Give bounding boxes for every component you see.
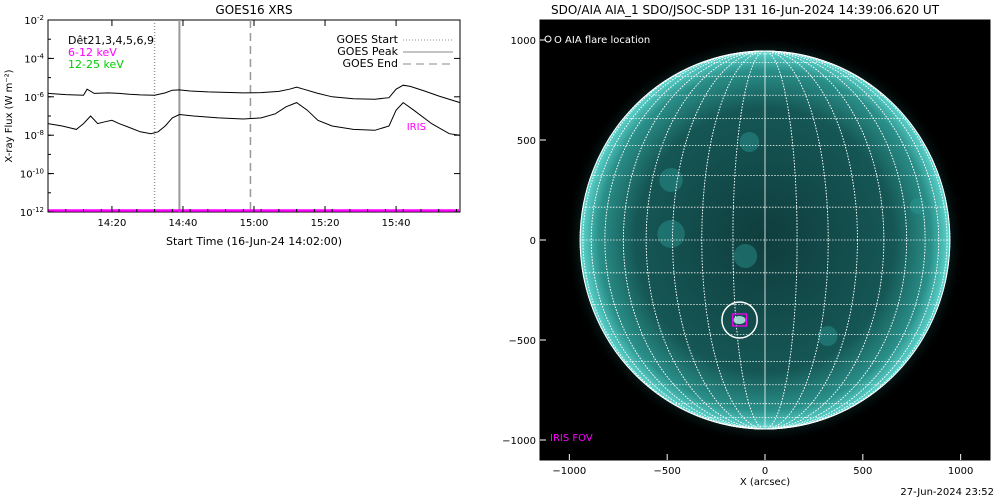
- y-tick-label-5: 10-12: [20, 206, 44, 219]
- y-tick-label-4: 10-10: [20, 168, 44, 181]
- goes-xrs-chart: 14:20 14:40 15:00 15:20 15:40 10-2 10-4 10-6 10-…: [0, 0, 470, 260]
- active-region: [657, 220, 684, 248]
- image-x-axis-label: X (arcsec): [740, 477, 790, 488]
- iris-annotation: IRIS: [407, 122, 426, 133]
- y-tick-label-0: 10-2: [24, 14, 44, 27]
- aia-x-tick-label-3: 500: [853, 466, 872, 477]
- aia-y-tick-label-2: 0: [530, 236, 536, 247]
- legend-goes-end: GOES End: [342, 57, 398, 70]
- y-tick-label-2: 10-6: [24, 91, 44, 104]
- aia-x-tick-label-4: 1000: [948, 466, 973, 477]
- flare-location-legend: O AIA flare location: [554, 35, 650, 46]
- aia-x-tick-label-0: −1000: [552, 466, 586, 477]
- aia-x-tick-label-1: −500: [653, 466, 680, 477]
- chart-title: GOES16 XRS: [215, 3, 292, 17]
- aia-y-tick-label-3: −500: [509, 336, 536, 347]
- active-region: [818, 326, 838, 346]
- x-tick-label-1: 14:40: [169, 218, 198, 229]
- timestamp: 27-Jun-2024 23:52: [900, 487, 994, 498]
- aia-y-tick-label-0: 1000: [511, 36, 536, 47]
- aia-solar-image: −1000 −500 0 500 1000 1000 500 0 −500 −1000 SDO/A…: [490, 0, 1000, 500]
- y-tick-label-3: 10-8: [24, 129, 44, 142]
- aia-x-tick-label-2: 0: [762, 466, 768, 477]
- iris-fov-label: IRIS FOV: [550, 433, 593, 444]
- x-tick-label-4: 15:40: [382, 218, 411, 229]
- active-region: [740, 132, 760, 152]
- x-axis-label: Start Time (16-Jun-24 14:02:00): [166, 235, 342, 248]
- aia-content: [565, 36, 964, 444]
- y-tick-label-1: 10-4: [24, 52, 44, 65]
- aia-y-tick-label-4: −1000: [502, 436, 536, 447]
- x-tick-label-2: 15:00: [240, 218, 269, 229]
- active-region: [910, 198, 926, 214]
- active-region: [659, 168, 682, 192]
- y-axis-label: X-ray Flux (W m⁻²): [4, 69, 15, 162]
- goes-xrs-panel: 14:20 14:40 15:00 15:20 15:40 10-2 10-4 10-6 10-…: [0, 0, 470, 260]
- legend-12-25-kev: 12-25 keV: [68, 58, 124, 71]
- active-region: [734, 244, 757, 268]
- image-title: SDO/AIA AIA_1 SDO/JSOC-SDP 131 16-Jun-20…: [551, 3, 940, 17]
- aia-y-tick-label-1: 500: [517, 136, 536, 147]
- flare-brightening: [734, 316, 746, 324]
- x-tick-label-3: 15:20: [311, 218, 340, 229]
- x-tick-label-0: 14:20: [98, 218, 127, 229]
- aia-image-panel: −1000 −500 0 500 1000 1000 500 0 −500 −1000 SDO/A…: [490, 0, 1000, 500]
